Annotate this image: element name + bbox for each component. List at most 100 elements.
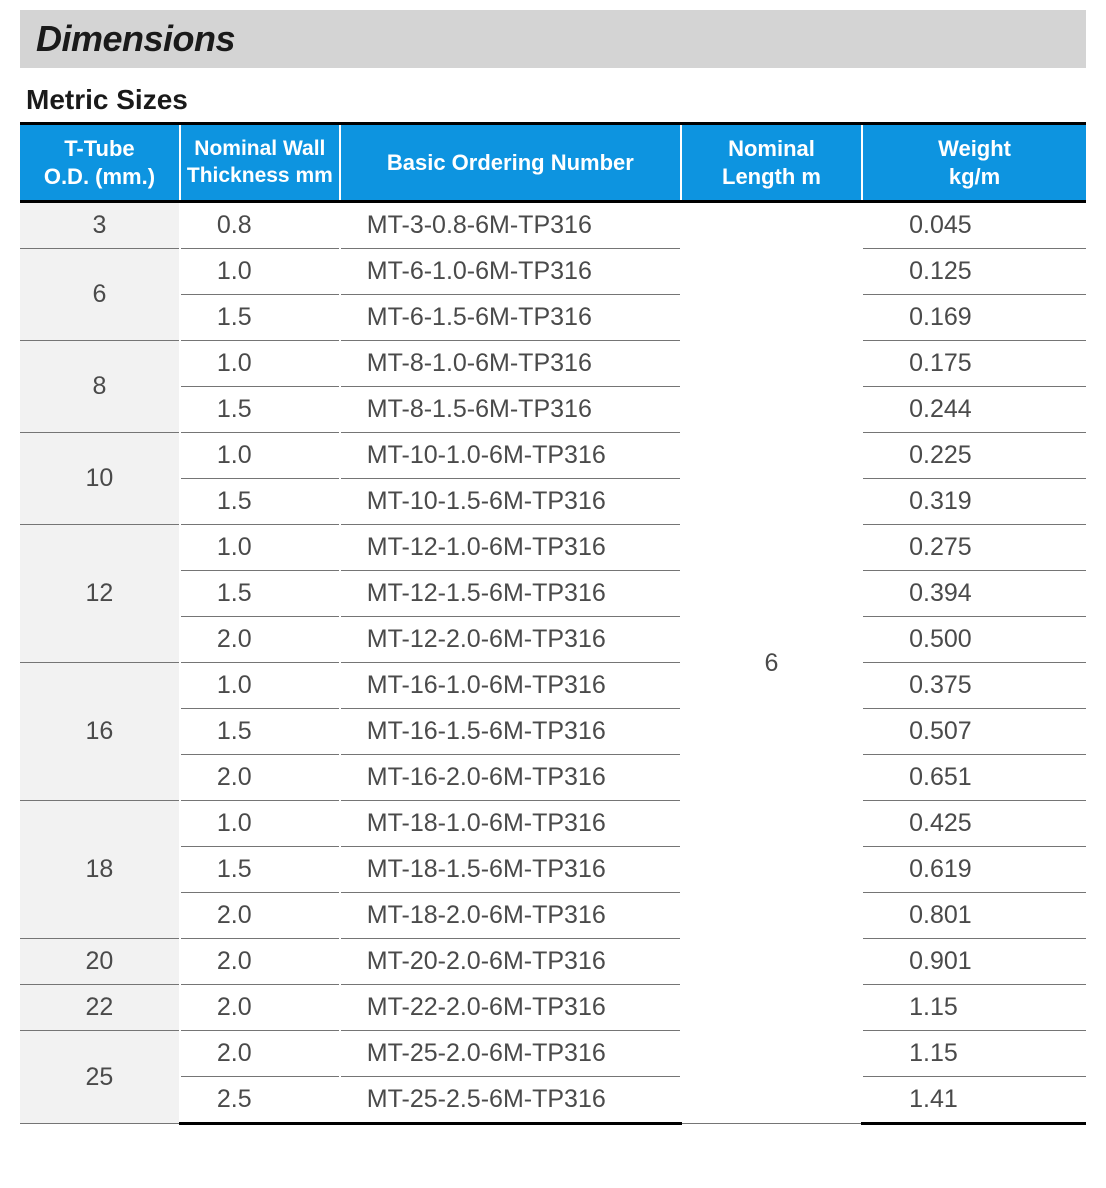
cell-thickness: 1.5 xyxy=(180,479,340,525)
cell-order-number: MT-12-1.0-6M-TP316 xyxy=(340,525,681,571)
col-header-text: Basic Ordering Number xyxy=(387,150,634,175)
table-row: 121.0MT-12-1.0-6M-TP3160.275 xyxy=(20,525,1086,571)
cell-order-number: MT-12-1.5-6M-TP316 xyxy=(340,571,681,617)
table-row: 1.5MT-8-1.5-6M-TP316 0.244 xyxy=(20,387,1086,433)
cell-weight: 1.15 xyxy=(862,985,1086,1031)
cell-weight: 0.801 xyxy=(862,893,1086,939)
col-header-text: Weight xyxy=(938,136,1011,161)
cell-thickness: 1.5 xyxy=(180,571,340,617)
col-header-text: Nominal xyxy=(728,136,815,161)
cell-thickness: 0.8 xyxy=(180,202,340,249)
table-row: 2.0MT-16-2.0-6M-TP316 0.651 xyxy=(20,755,1086,801)
table-row: 1.5MT-18-1.5-6M-TP316 0.619 xyxy=(20,847,1086,893)
cell-thickness: 1.5 xyxy=(180,295,340,341)
table-row: 181.0MT-18-1.0-6M-TP3160.425 xyxy=(20,801,1086,847)
cell-thickness: 2.5 xyxy=(180,1077,340,1124)
cell-weight: 0.425 xyxy=(862,801,1086,847)
cell-order-number: MT-16-1.0-6M-TP316 xyxy=(340,663,681,709)
table-row: 2.0MT-18-2.0-6M-TP316 0.801 xyxy=(20,893,1086,939)
cell-weight: 0.045 xyxy=(862,202,1086,249)
cell-order-number: MT-8-1.5-6M-TP316 xyxy=(340,387,681,433)
cell-weight: 0.375 xyxy=(862,663,1086,709)
cell-thickness: 2.0 xyxy=(180,755,340,801)
cell-od: 20 xyxy=(20,939,180,985)
cell-order-number: MT-16-1.5-6M-TP316 xyxy=(340,709,681,755)
cell-thickness: 1.0 xyxy=(180,341,340,387)
cell-thickness: 1.0 xyxy=(180,663,340,709)
cell-od: 22 xyxy=(20,985,180,1031)
cell-order-number: MT-18-1.0-6M-TP316 xyxy=(340,801,681,847)
cell-od: 6 xyxy=(20,249,180,341)
table-row: 101.0MT-10-1.0-6M-TP3160.225 xyxy=(20,433,1086,479)
col-header-length: Nominal Length m xyxy=(681,124,862,202)
cell-weight: 0.619 xyxy=(862,847,1086,893)
cell-od: 25 xyxy=(20,1031,180,1124)
cell-thickness: 1.0 xyxy=(180,433,340,479)
table-row: 222.0MT-22-2.0-6M-TP316 1.15 xyxy=(20,985,1086,1031)
cell-weight: 0.394 xyxy=(862,571,1086,617)
cell-od: 12 xyxy=(20,525,180,663)
cell-order-number: MT-22-2.0-6M-TP316 xyxy=(340,985,681,1031)
cell-thickness: 1.5 xyxy=(180,847,340,893)
cell-od: 3 xyxy=(20,202,180,249)
cell-weight: 0.244 xyxy=(862,387,1086,433)
cell-od: 10 xyxy=(20,433,180,525)
cell-weight: 0.319 xyxy=(862,479,1086,525)
cell-weight: 1.15 xyxy=(862,1031,1086,1077)
page-title: Dimensions xyxy=(36,18,1070,60)
cell-order-number: MT-3-0.8-6M-TP316 xyxy=(340,202,681,249)
cell-order-number: MT-25-2.5-6M-TP316 xyxy=(340,1077,681,1124)
cell-order-number: MT-8-1.0-6M-TP316 xyxy=(340,341,681,387)
cell-weight: 0.901 xyxy=(862,939,1086,985)
table-row: 30.8MT-3-0.8-6M-TP31660.045 xyxy=(20,202,1086,249)
table-row: 61.0MT-6-1.0-6M-TP3160.125 xyxy=(20,249,1086,295)
table-row: 1.5MT-10-1.5-6M-TP3160.319 xyxy=(20,479,1086,525)
cell-weight: 0.651 xyxy=(862,755,1086,801)
table-row: 2.0MT-12-2.0-6M-TP3160.500 xyxy=(20,617,1086,663)
cell-thickness: 2.0 xyxy=(180,985,340,1031)
cell-weight: 0.275 xyxy=(862,525,1086,571)
cell-order-number: MT-6-1.5-6M-TP316 xyxy=(340,295,681,341)
title-bar: Dimensions xyxy=(20,10,1086,68)
cell-weight: 0.175 xyxy=(862,341,1086,387)
table-row: 161.0MT-16-1.0-6M-TP3160.375 xyxy=(20,663,1086,709)
cell-weight: 0.500 xyxy=(862,617,1086,663)
dimensions-table: T-Tube O.D. (mm.) Nominal Wall Thickness… xyxy=(20,122,1086,1125)
cell-od: 8 xyxy=(20,341,180,433)
cell-weight: 0.169 xyxy=(862,295,1086,341)
cell-weight: 0.225 xyxy=(862,433,1086,479)
cell-order-number: MT-18-1.5-6M-TP316 xyxy=(340,847,681,893)
cell-thickness: 2.0 xyxy=(180,893,340,939)
cell-thickness: 1.0 xyxy=(180,525,340,571)
cell-thickness: 1.0 xyxy=(180,249,340,295)
col-header-weight: Weight kg/m xyxy=(862,124,1086,202)
table-row: 1.5MT-6-1.5-6M-TP316 0.169 xyxy=(20,295,1086,341)
cell-weight: 0.125 xyxy=(862,249,1086,295)
col-header-order: Basic Ordering Number xyxy=(340,124,681,202)
table-header-row: T-Tube O.D. (mm.) Nominal Wall Thickness… xyxy=(20,124,1086,202)
table-row: 2.5MT-25-2.5-6M-TP316 1.41 xyxy=(20,1077,1086,1124)
cell-thickness: 1.5 xyxy=(180,387,340,433)
cell-order-number: MT-12-2.0-6M-TP316 xyxy=(340,617,681,663)
cell-thickness: 2.0 xyxy=(180,1031,340,1077)
subtitle: Metric Sizes xyxy=(26,84,1086,116)
col-header-text: T-Tube xyxy=(64,136,134,161)
cell-od: 18 xyxy=(20,801,180,939)
table-row: 1.5MT-16-1.5-6M-TP3160.507 xyxy=(20,709,1086,755)
table-row: 252.0MT-25-2.0-6M-TP3161.15 xyxy=(20,1031,1086,1077)
cell-od: 16 xyxy=(20,663,180,801)
cell-order-number: MT-18-2.0-6M-TP316 xyxy=(340,893,681,939)
col-header-thickness: Nominal Wall Thickness mm xyxy=(180,124,340,202)
cell-order-number: MT-16-2.0-6M-TP316 xyxy=(340,755,681,801)
cell-thickness: 2.0 xyxy=(180,939,340,985)
cell-order-number: MT-25-2.0-6M-TP316 xyxy=(340,1031,681,1077)
cell-nominal-length: 6 xyxy=(681,202,862,1124)
col-header-text: kg/m xyxy=(949,164,1000,189)
cell-weight: 0.507 xyxy=(862,709,1086,755)
col-header-text: Length m xyxy=(722,164,821,189)
col-header-od: T-Tube O.D. (mm.) xyxy=(20,124,180,202)
cell-weight: 1.41 xyxy=(862,1077,1086,1124)
col-header-text: Nominal Wall xyxy=(194,137,325,160)
col-header-text: Thickness mm xyxy=(187,164,333,187)
cell-order-number: MT-6-1.0-6M-TP316 xyxy=(340,249,681,295)
